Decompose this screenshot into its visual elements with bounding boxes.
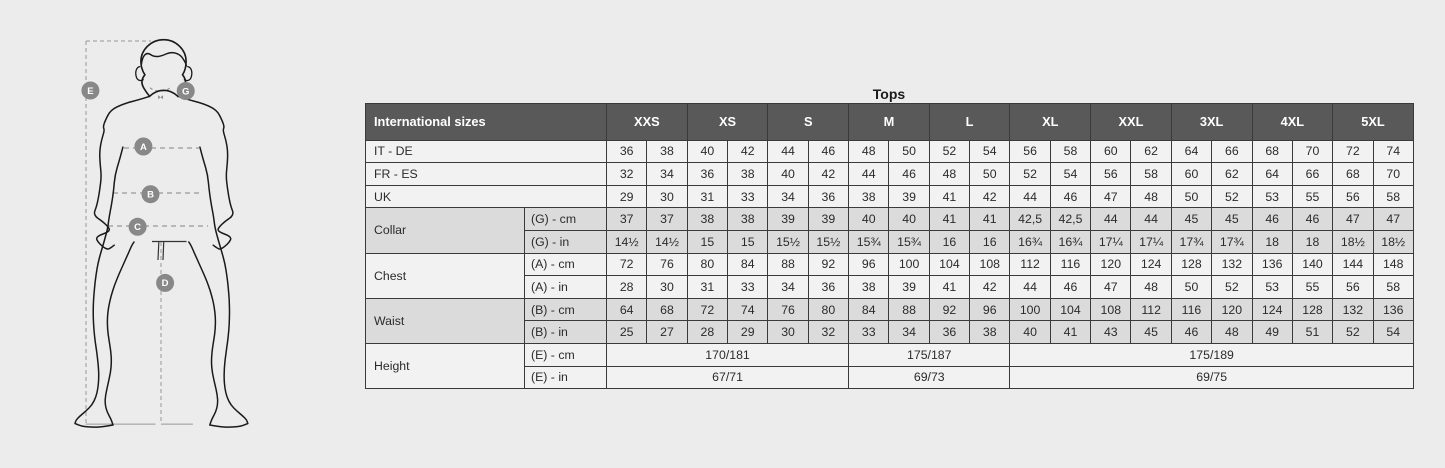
svg-text:D: D xyxy=(162,278,169,289)
svg-text:C: C xyxy=(134,222,141,233)
svg-text:G: G xyxy=(182,86,189,97)
svg-text:B: B xyxy=(147,190,154,201)
svg-text:A: A xyxy=(140,142,147,153)
svg-text:E: E xyxy=(87,86,93,97)
